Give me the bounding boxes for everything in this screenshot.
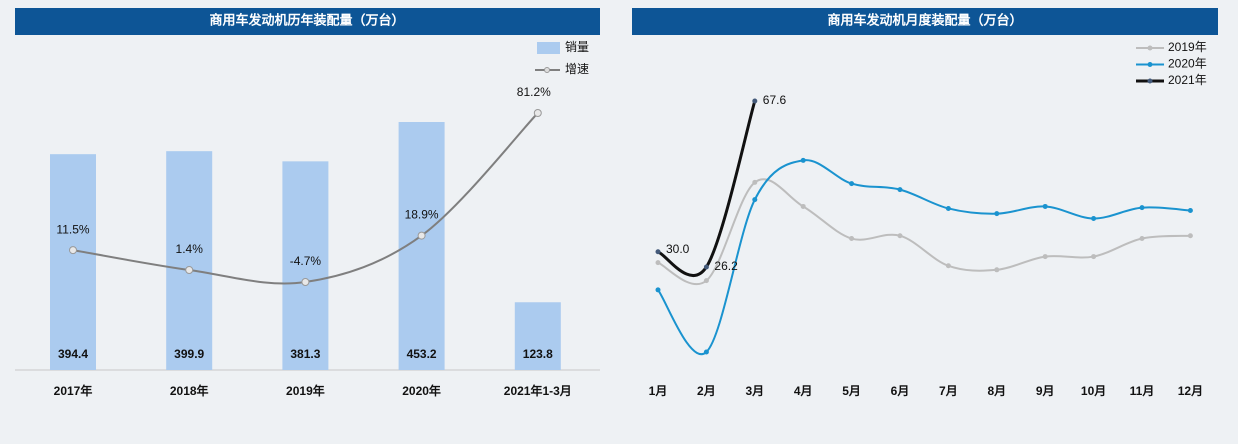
x-tick-label: 2019年	[286, 383, 325, 398]
x-tick-label: 1月	[649, 384, 668, 398]
bar	[166, 151, 213, 370]
line-point	[994, 211, 1000, 217]
line-point	[1091, 215, 1097, 221]
line-point	[301, 278, 310, 286]
line-point	[69, 246, 77, 255]
line	[657, 159, 1191, 356]
legend-label: 2020年	[1168, 57, 1207, 71]
chart-title: 商用车发动机历年装配量（万台）	[209, 12, 404, 27]
point-label: 18.9%	[405, 208, 439, 222]
legend-label: 2019年	[1168, 40, 1207, 54]
bar-label: 381.3	[290, 347, 320, 361]
header-bar	[632, 8, 1218, 35]
line-point	[800, 203, 806, 209]
line-point	[1187, 207, 1193, 213]
line-point	[417, 231, 426, 240]
line-point	[1139, 205, 1145, 211]
line-point	[655, 260, 661, 266]
bar-label: 399.9	[174, 347, 204, 361]
line-point	[945, 263, 951, 269]
line-point	[655, 249, 661, 255]
x-tick-label: 11月	[1130, 384, 1155, 398]
x-tick-label: 7月	[939, 384, 958, 398]
legend-label: 销量	[565, 40, 589, 54]
point-label: 11.5%	[56, 222, 89, 236]
line-point	[752, 197, 758, 203]
line-point	[1042, 254, 1048, 260]
x-tick-label: 8月	[987, 384, 1006, 398]
legend-swatch	[537, 42, 560, 54]
bar-label: 394.4	[58, 347, 88, 361]
x-tick-label: 2017年	[54, 383, 93, 398]
legend-dot	[1147, 45, 1153, 51]
line-point	[849, 181, 855, 187]
x-tick-label: 10月	[1081, 384, 1106, 398]
line-point	[703, 349, 709, 355]
legend-label: 增速	[565, 62, 589, 76]
x-tick-label: 2018年	[170, 383, 209, 398]
x-tick-label: 5月	[842, 384, 861, 398]
point-label: 67.6	[763, 93, 787, 107]
line-point	[945, 205, 951, 211]
line-point	[1187, 233, 1193, 239]
x-tick-label: 2020年	[402, 383, 441, 398]
line-point	[752, 98, 758, 104]
line-point	[897, 187, 903, 193]
x-tick-label: 12月	[1178, 384, 1203, 398]
point-label: 26.2	[714, 259, 738, 273]
legend-label: 2021年	[1168, 73, 1207, 87]
bar-label: 123.8	[523, 347, 553, 361]
bar	[50, 154, 96, 370]
line-point	[994, 267, 1000, 273]
chart-title: 商用车发动机月度装配量（万台）	[827, 12, 1022, 27]
x-tick-label: 4月	[794, 384, 813, 398]
legend-dot	[1147, 78, 1153, 84]
line-point	[703, 278, 709, 284]
x-tick-label: 9月	[1036, 384, 1055, 398]
line-point	[1139, 236, 1145, 242]
point-label: -4.7%	[290, 254, 322, 268]
bar	[514, 302, 561, 370]
line-point	[897, 233, 903, 239]
line-point	[849, 236, 855, 242]
x-tick-label: 6月	[891, 384, 910, 398]
line-point	[185, 265, 194, 274]
line-point	[800, 157, 806, 163]
legend-dot	[544, 67, 550, 73]
x-tick-label: 2月	[697, 384, 716, 398]
line	[657, 178, 1191, 286]
bar	[282, 161, 329, 370]
point-label: 1.4%	[176, 242, 204, 256]
x-tick-label: 2021年1-3月	[504, 383, 572, 398]
line-point	[1042, 203, 1048, 209]
line-point	[655, 287, 661, 293]
line	[72, 112, 539, 285]
point-label: 30.0	[666, 242, 690, 256]
line	[657, 100, 757, 277]
line-point	[1091, 254, 1097, 260]
x-tick-label: 3月	[745, 384, 764, 398]
point-label: 81.2%	[517, 85, 551, 99]
header-bar	[15, 8, 600, 35]
legend-dot	[1147, 62, 1153, 67]
line-point	[703, 264, 709, 270]
line-point	[752, 179, 758, 185]
line-point	[533, 109, 542, 117]
bar-label: 453.2	[407, 347, 437, 361]
